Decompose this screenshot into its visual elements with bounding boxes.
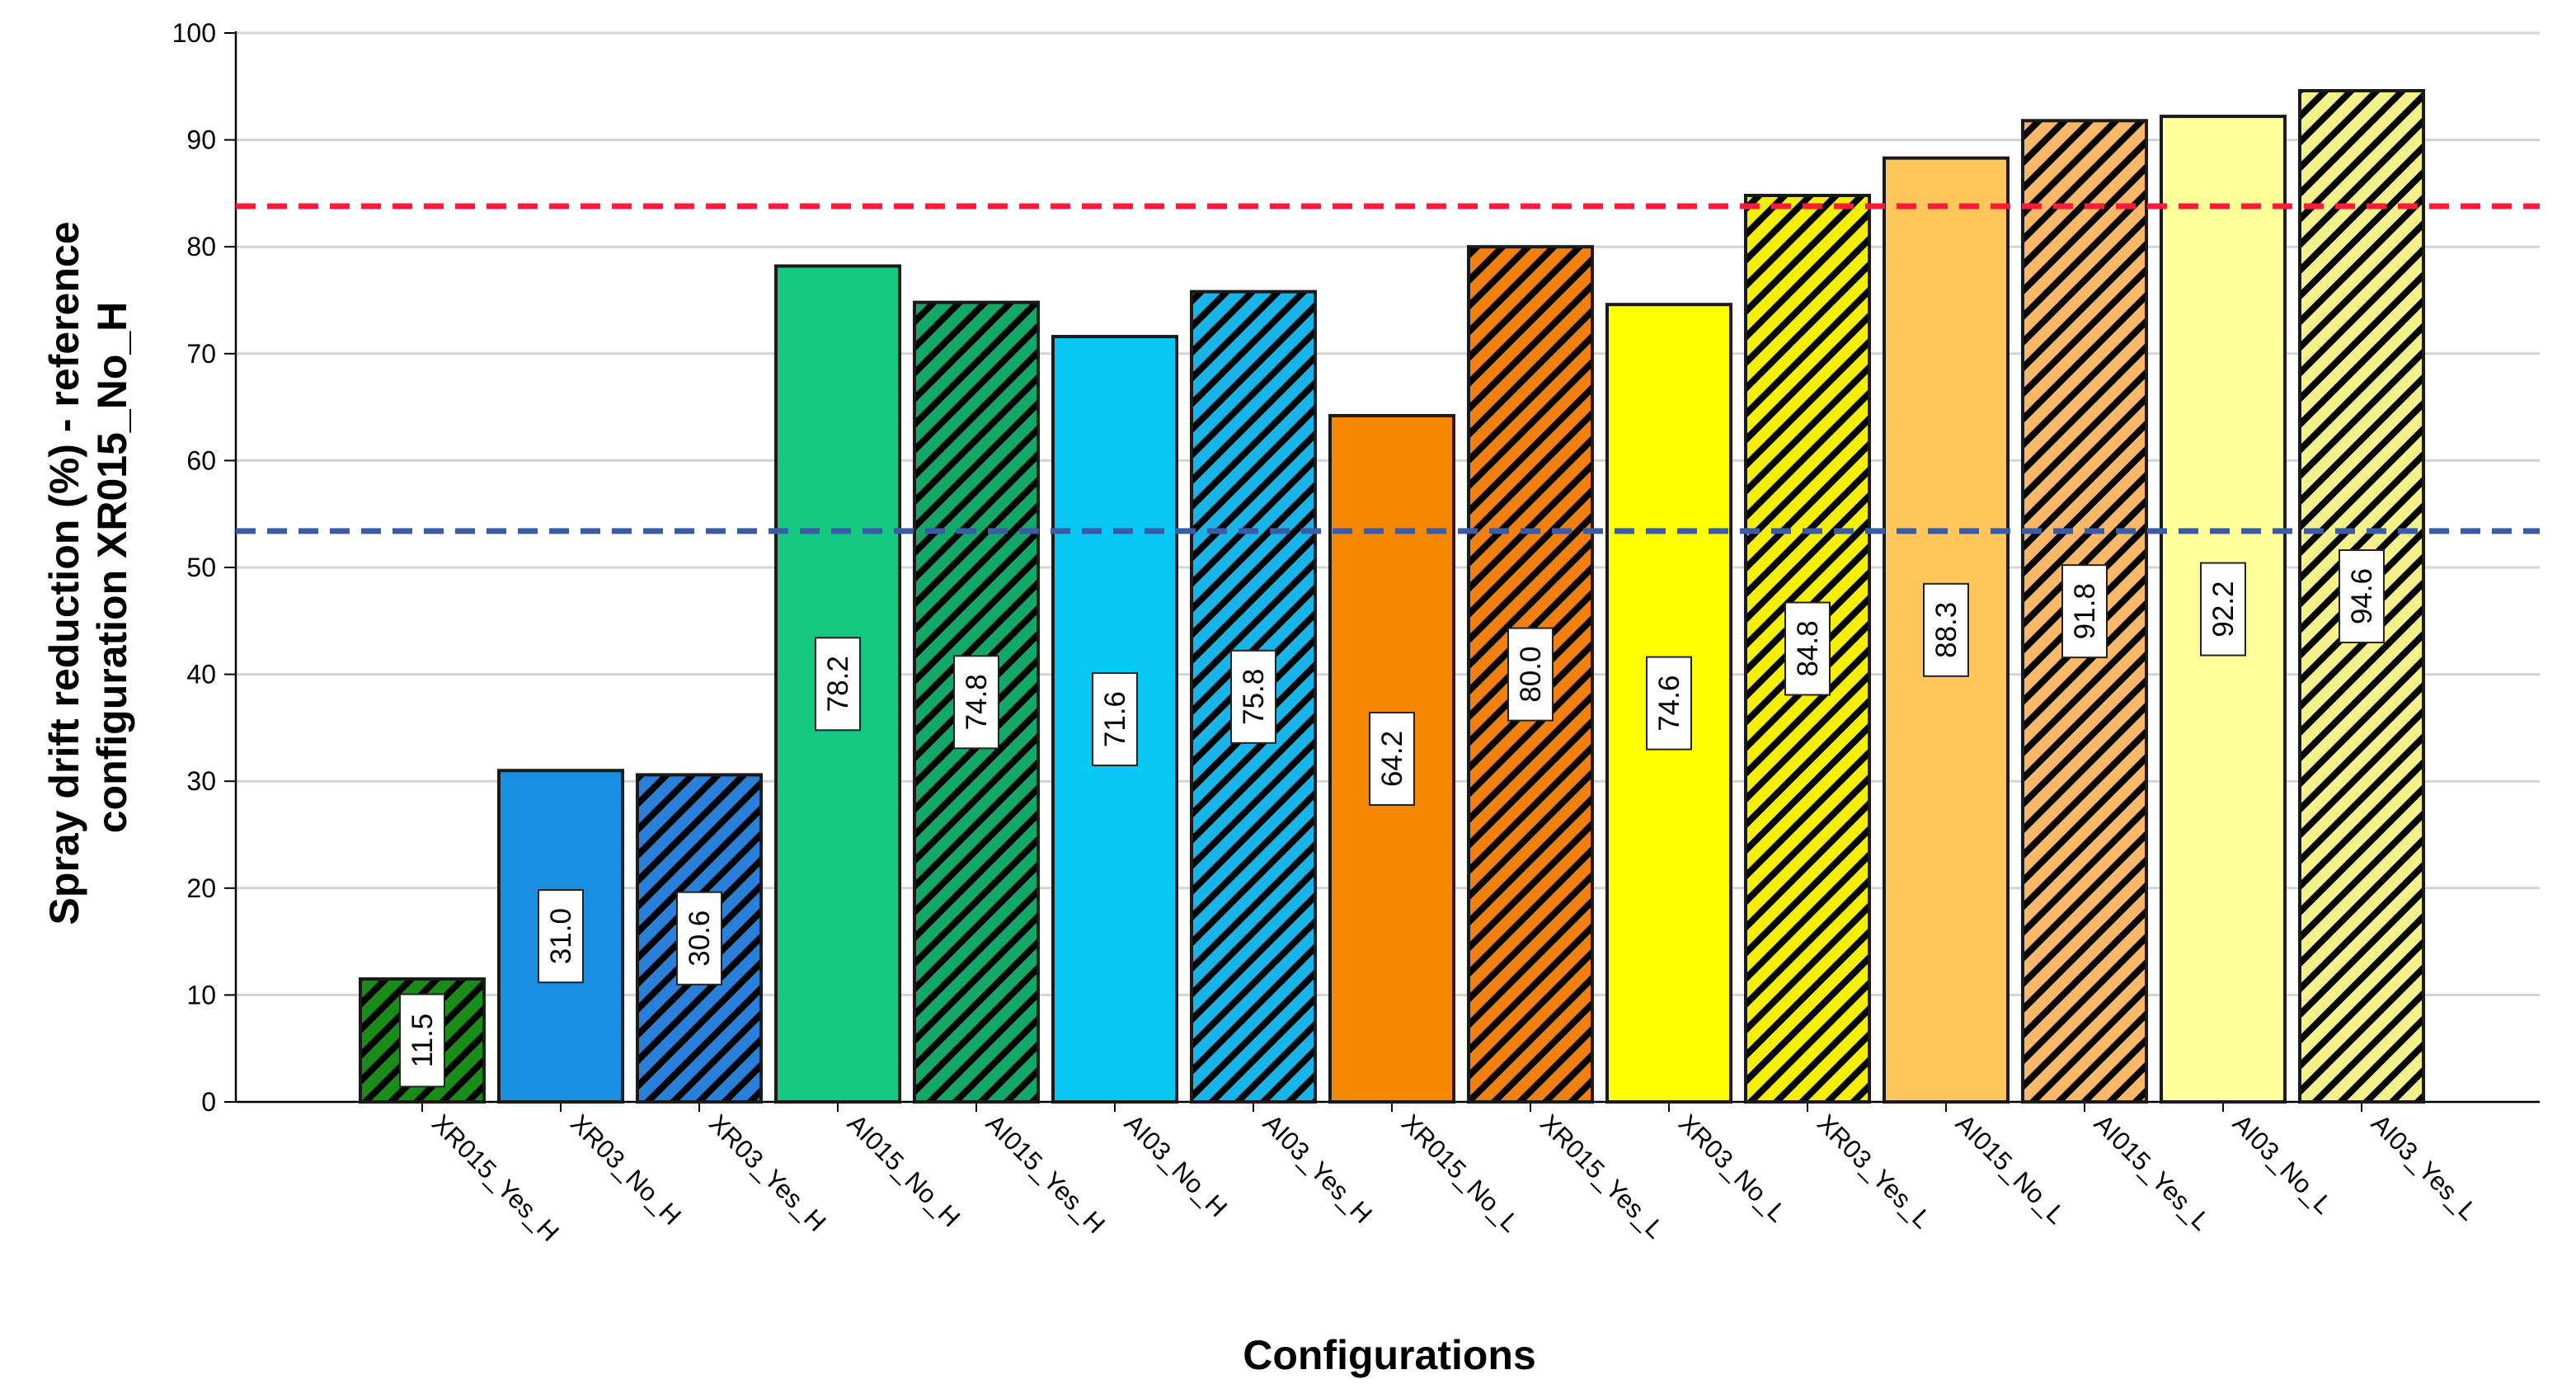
y-tick-label: 10 — [186, 980, 216, 1010]
data-label-box — [1092, 672, 1138, 767]
axis-titles: Spray drift reduction (%) - reference co… — [41, 210, 1536, 1378]
data-label-box — [953, 655, 999, 750]
data-label-box — [1784, 601, 1831, 696]
data-label-XR015_No_L: 64.2 — [1369, 711, 1415, 806]
data-label-text: 74.6 — [1653, 675, 1685, 732]
data-label-AI015_Yes_H: 74.8 — [953, 655, 999, 750]
y-tick-label: 100 — [172, 18, 216, 48]
reference-lines — [236, 203, 2540, 534]
data-label-box — [399, 993, 445, 1088]
data-label-box — [2200, 562, 2246, 657]
y-tick-label: 80 — [186, 232, 216, 261]
data-label-text: 92.2 — [2207, 581, 2240, 637]
data-label-XR015_Yes_L: 80.0 — [1507, 627, 1554, 722]
data-label-text: 30.6 — [684, 911, 716, 967]
y-tick-label: 30 — [186, 766, 216, 796]
data-label-box — [538, 889, 584, 984]
data-label-text: 11.5 — [407, 1014, 439, 1068]
data-label-AI03_Yes_L: 94.6 — [2339, 548, 2385, 643]
data-label-text: 31.0 — [545, 908, 577, 964]
y-axis-title-line1: Spray drift reduction (%) - reference — [41, 221, 87, 925]
x-axis-title: Configurations — [1243, 1332, 1536, 1378]
data-label-text: 74.8 — [961, 674, 993, 730]
data-label-XR03_Yes_H: 30.6 — [676, 891, 722, 986]
data-label-box — [1646, 656, 1692, 751]
y-axis-title: Spray drift reduction (%) - reference co… — [41, 210, 135, 925]
y-tick-label: 70 — [186, 339, 216, 369]
data-label-text: 64.2 — [1376, 731, 1408, 787]
data-label-XR015_Yes_H: 11.5 — [399, 993, 445, 1088]
data-label-XR03_No_L: 74.6 — [1646, 656, 1692, 751]
data-label-AI03_No_L: 92.2 — [2200, 562, 2246, 657]
data-label-box — [1230, 649, 1276, 744]
data-label-AI015_Yes_L: 91.8 — [2061, 564, 2108, 659]
data-label-box — [815, 637, 861, 732]
data-label-box — [2339, 548, 2385, 643]
data-label-XR03_Yes_L: 84.8 — [1784, 601, 1831, 696]
data-label-text: 88.3 — [1930, 602, 1963, 658]
data-label-AI015_No_H: 78.2 — [815, 637, 861, 732]
data-label-text: 75.8 — [1238, 669, 1270, 725]
data-label-text: 91.8 — [2069, 583, 2101, 639]
data-labels: 11.5 31.0 30.6 78.2 74.8 71.6 75.8 64.2 80.0 74.6… — [399, 548, 2385, 1088]
data-label-box — [2061, 564, 2108, 659]
y-tick-label: 40 — [186, 660, 216, 690]
data-label-text: 78.2 — [822, 656, 854, 712]
data-label-box — [1923, 582, 1969, 677]
y-axis-title-line2: configuration XR015_No_H — [89, 302, 135, 834]
data-label-text: 71.6 — [1099, 691, 1131, 747]
data-label-AI03_Yes_H: 75.8 — [1230, 649, 1276, 744]
data-label-XR03_No_H: 31.0 — [538, 889, 584, 984]
y-tick-label: 0 — [201, 1087, 216, 1117]
data-label-AI03_No_H: 71.6 — [1092, 672, 1138, 767]
data-label-box — [1369, 711, 1415, 806]
data-label-box — [1507, 627, 1554, 722]
data-label-AI015_No_L: 88.3 — [1923, 582, 1969, 677]
y-tick-label: 50 — [186, 553, 216, 582]
y-tick-label: 90 — [186, 125, 216, 155]
data-label-text: 80.0 — [1515, 647, 1547, 703]
data-label-box — [676, 891, 722, 986]
data-label-text: 94.6 — [2346, 568, 2378, 624]
data-label-text: 84.8 — [1792, 620, 1824, 676]
y-tick-label: 20 — [186, 873, 216, 903]
y-tick-label: 60 — [186, 445, 216, 475]
